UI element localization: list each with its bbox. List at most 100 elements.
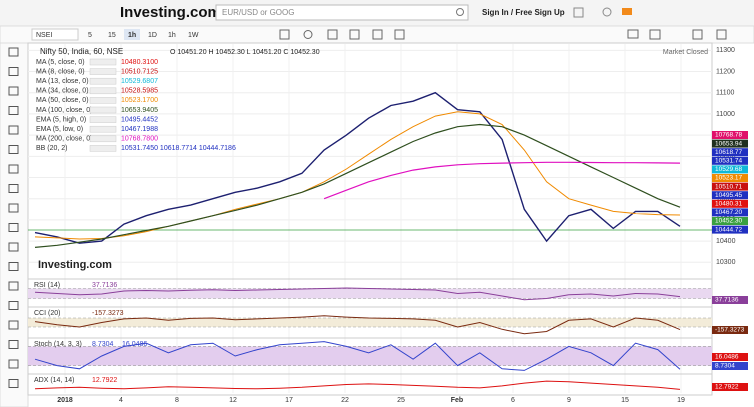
panel-name: CCI (20) bbox=[34, 310, 60, 317]
tool-icon[interactable] bbox=[8, 125, 19, 135]
interval[interactable]: 1h bbox=[168, 32, 176, 39]
indicator-controls bbox=[89, 58, 117, 66]
indicator-controls bbox=[89, 135, 117, 143]
y-tick-label: 11000 bbox=[716, 111, 735, 118]
indicator-value: 10528.5985 bbox=[121, 88, 158, 95]
indicator-name: EMA (5, low, 0) bbox=[36, 126, 83, 133]
toolbar-icons bbox=[279, 29, 727, 40]
x-tick-label: 8 bbox=[175, 397, 179, 404]
panel-value-box bbox=[712, 383, 748, 391]
tool-icon[interactable] bbox=[8, 359, 19, 369]
indicator-name: MA (100, close, 0) bbox=[36, 107, 92, 114]
x-tick-label: 4 bbox=[119, 397, 123, 404]
tool-icon[interactable] bbox=[8, 320, 19, 330]
tool-icon[interactable] bbox=[8, 184, 19, 193]
panel-value-box bbox=[712, 296, 748, 304]
icon[interactable] bbox=[303, 30, 313, 39]
indicator-controls bbox=[89, 145, 117, 152]
panel-value: 16.0486 bbox=[122, 341, 147, 348]
price-label: 10467.20 bbox=[715, 209, 742, 216]
tool-icon[interactable] bbox=[8, 379, 19, 388]
icon[interactable] bbox=[349, 29, 360, 40]
icon[interactable] bbox=[327, 29, 338, 40]
tool-icon[interactable] bbox=[8, 301, 19, 310]
x-tick-label: Feb bbox=[451, 397, 463, 404]
icon[interactable] bbox=[692, 29, 703, 40]
price-label-box bbox=[712, 174, 748, 182]
icon[interactable] bbox=[279, 29, 290, 40]
tool-icon[interactable] bbox=[8, 281, 19, 291]
interval[interactable]: 1W bbox=[188, 32, 199, 39]
price-label: 10531.74 bbox=[715, 158, 742, 165]
watermark: Investing.com bbox=[38, 259, 112, 271]
icon[interactable] bbox=[716, 29, 727, 40]
indicator-line bbox=[34, 341, 681, 371]
interval[interactable]: 5 bbox=[88, 32, 92, 39]
panel-value: 12.7922 bbox=[92, 377, 117, 384]
tool-icon[interactable] bbox=[8, 47, 19, 57]
panel-value-label: 12.7922 bbox=[715, 384, 739, 391]
panel-value-label: 8.7304 bbox=[715, 363, 735, 370]
symbol-box[interactable] bbox=[31, 28, 79, 41]
icon[interactable] bbox=[649, 29, 661, 40]
x-tick-label: 2018 bbox=[57, 397, 73, 404]
tool-icon[interactable] bbox=[8, 203, 19, 213]
indicator-value: 10523.1700 bbox=[121, 97, 158, 104]
interval[interactable]: 1D bbox=[148, 32, 157, 39]
search-icon[interactable] bbox=[456, 8, 464, 16]
tool-icon[interactable] bbox=[8, 262, 19, 271]
indicator-line bbox=[34, 287, 681, 301]
tool-icon[interactable] bbox=[8, 67, 19, 76]
tool-icon[interactable] bbox=[8, 340, 19, 349]
indicator-name: MA (8, close, 0) bbox=[36, 68, 85, 75]
price-label: 10618.77 bbox=[715, 149, 742, 156]
tool-icon[interactable] bbox=[8, 223, 19, 232]
tool-icon[interactable] bbox=[8, 242, 19, 252]
chart-frame bbox=[27, 42, 713, 396]
price-label-box bbox=[712, 148, 748, 157]
price-label-box bbox=[712, 217, 748, 225]
market-status: Market Closed bbox=[663, 49, 708, 56]
indicator-controls bbox=[89, 87, 117, 95]
chart-title: Nifty 50, India, 60, NSE bbox=[40, 47, 123, 56]
panel-value-box bbox=[712, 353, 748, 361]
indicator-value: 10531.7450 10618.7714 10444.7186 bbox=[121, 145, 236, 152]
indicator-name: EMA (5, high, 0) bbox=[36, 116, 86, 123]
y-tick-label: 11100 bbox=[716, 90, 735, 97]
indicator-controls bbox=[89, 116, 117, 123]
icon[interactable] bbox=[573, 7, 584, 18]
panel-value-label: -157.3273 bbox=[715, 327, 745, 334]
logo: Investing.com bbox=[120, 4, 221, 21]
chart: 1030010400105001060010700108001090011000… bbox=[28, 44, 748, 404]
panel-value: 37.7136 bbox=[92, 282, 117, 289]
panel-name: ADX (14, 14) bbox=[34, 377, 74, 384]
tool-icon[interactable] bbox=[8, 106, 19, 115]
panel-name: RSI (14) bbox=[34, 282, 60, 289]
price-label: 10523.17 bbox=[715, 175, 742, 182]
price-label: 10480.31 bbox=[715, 201, 742, 208]
panel-value: 8.7304 bbox=[92, 341, 114, 348]
indicator-name: MA (200, close, 0) bbox=[36, 136, 92, 143]
indicator-name: MA (13, close, 0) bbox=[36, 78, 89, 85]
tool-icon[interactable] bbox=[8, 164, 19, 174]
price-label: 10768.78 bbox=[715, 132, 742, 139]
indicator-name: MA (5, close, 0) bbox=[36, 59, 85, 66]
search-box[interactable] bbox=[215, 4, 469, 21]
tool-icon[interactable] bbox=[8, 145, 19, 154]
interval[interactable]: 15 bbox=[108, 32, 116, 39]
icon[interactable] bbox=[372, 29, 383, 40]
price-label-box bbox=[712, 131, 748, 139]
icon[interactable] bbox=[394, 29, 405, 40]
price-label: 10452.30 bbox=[715, 218, 742, 225]
icon[interactable] bbox=[627, 29, 639, 39]
sign-in[interactable]: Sign In / Free Sign Up bbox=[482, 8, 565, 17]
interval[interactable]: 1h bbox=[128, 32, 136, 39]
x-tick-label: 6 bbox=[511, 397, 515, 404]
flag[interactable] bbox=[622, 8, 632, 15]
tool-icon[interactable] bbox=[8, 86, 19, 96]
y-tick-label: 10300 bbox=[716, 259, 736, 266]
interval-active bbox=[124, 29, 140, 40]
left-toolbar bbox=[0, 42, 29, 407]
y-tick-label: 10400 bbox=[716, 238, 736, 245]
icon[interactable] bbox=[602, 7, 612, 17]
